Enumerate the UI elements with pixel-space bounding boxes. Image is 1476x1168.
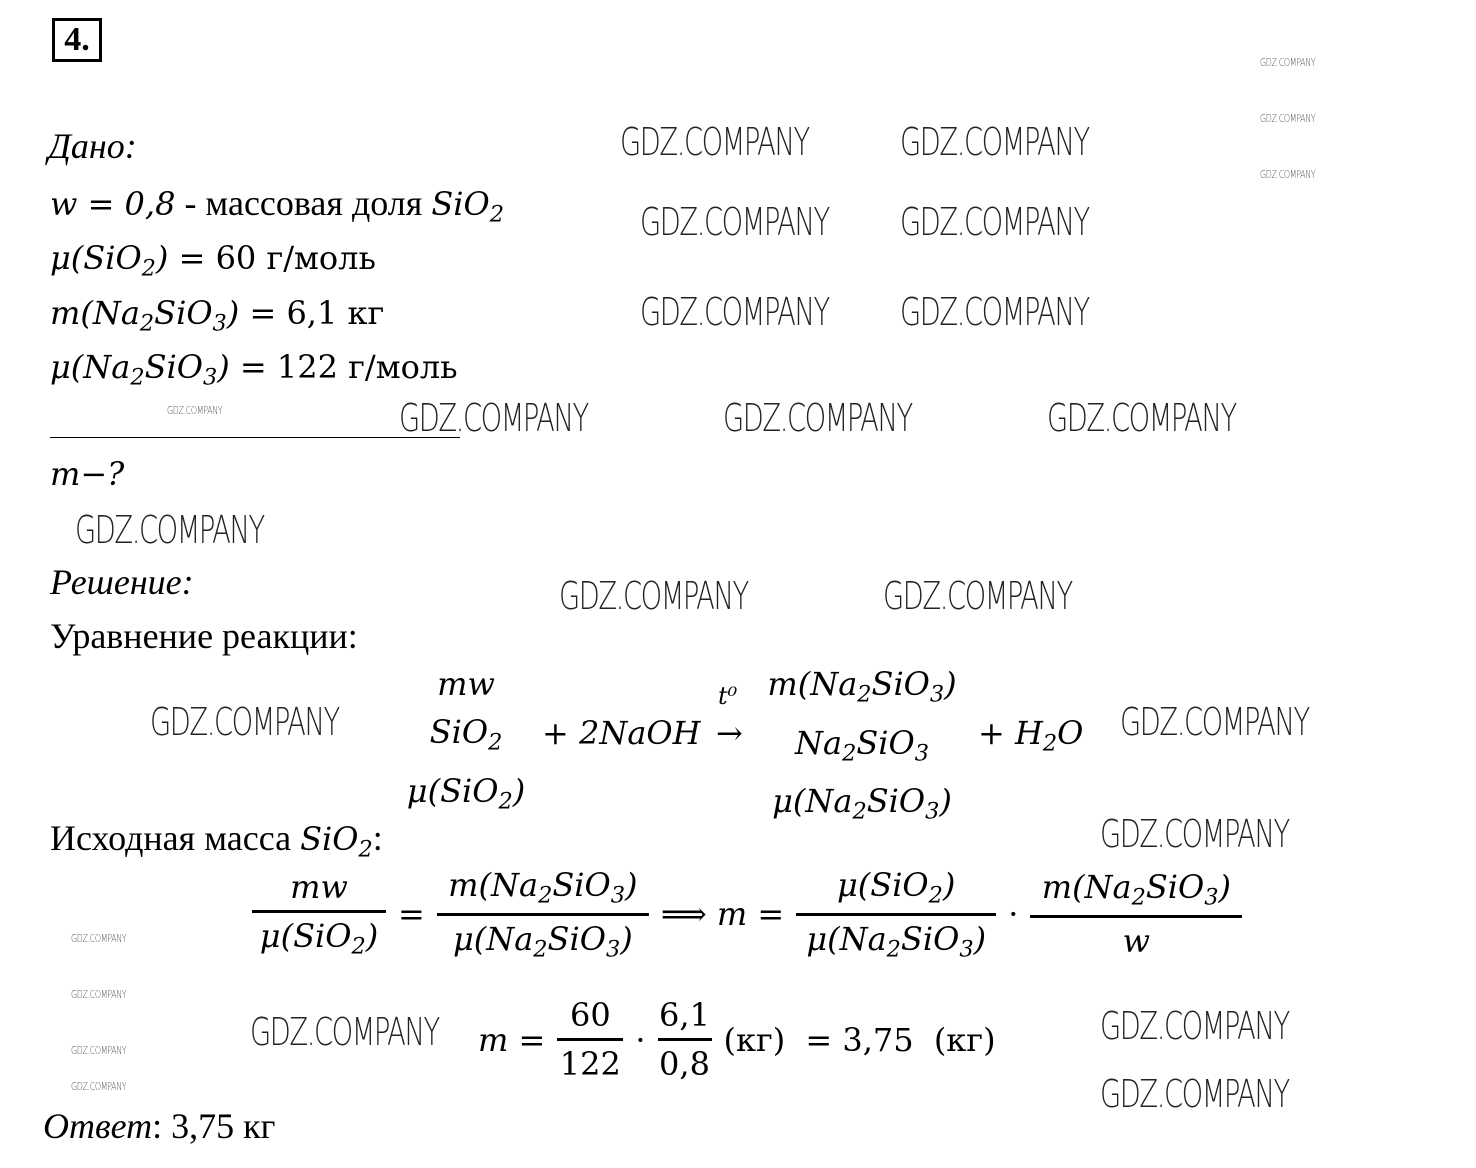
answer-label: Ответ [43,1106,153,1146]
numerator: m(Na2SiO3) [448,866,638,909]
watermark: GDZ.COMPANY [900,200,1090,244]
unit: (кг) [723,1020,786,1059]
watermark: GDZ.COMPANY [150,700,340,744]
watermark: GDZ.COMPANY [75,508,265,552]
text: - массовая доля [175,183,432,223]
fraction: m(Na2SiO3) w [1028,868,1244,960]
formula: w = 0,8 [50,185,176,223]
given-line-4: μ(Na2SiO3) = 122 г/моль [50,346,458,398]
equals: = [398,895,425,934]
denominator: μ(Na2SiO3) [806,919,987,963]
reaction-arrow: → [716,714,743,752]
answer-value: : 3,75 кг [152,1106,276,1146]
product-1-formula: Na2SiO3 [795,723,929,767]
denominator: μ(Na2SiO3) [452,919,633,963]
fraction: μ(SiO2) μ(Na2SiO3) [794,866,998,962]
watermark: GDZ.COMPANY [1260,112,1316,125]
watermark: GDZ.COMPANY [883,574,1073,618]
reactant-1-above: mw [437,665,495,703]
numerator: 60 [569,996,611,1034]
fraction-bar [1030,915,1243,919]
fraction: m(Na2SiO3) μ(Na2SiO3) [435,866,651,962]
product-1-below: μ(Na2SiO3) [772,782,952,826]
value: 122 г/моль [276,348,458,386]
find: m−? [50,455,125,493]
watermark: GDZ.COMPANY [1260,56,1316,69]
numerator: mw [290,868,348,907]
watermark: GDZ.COMPANY [900,290,1090,334]
watermark: GDZ.COMPANY [71,932,127,945]
dot: · [1008,895,1019,934]
fraction: 6,1 0,8 [656,996,714,1083]
fraction: mw μ(SiO2) [250,868,388,960]
watermark: GDZ.COMPANY [71,1044,127,1057]
watermark: GDZ.COMPANY [559,574,749,618]
text: Исходная масса [50,818,301,858]
calculation: m = 60 122 · 6,1 0,8 (кг) = 3,75 (кг) [478,996,996,1083]
watermark: GDZ.COMPANY [1120,700,1310,744]
mass-heading: Исходная масса SiO2: [50,818,383,870]
watermark: GDZ.COMPANY [1100,812,1290,856]
watermark: GDZ.COMPANY [620,120,810,164]
formula: m(Na2SiO3) = [50,294,287,337]
watermark: GDZ.COMPANY [71,1080,127,1093]
reaction-heading: Уравнение реакции: [50,616,358,656]
answer: Ответ: 3,75 кг [43,1106,275,1146]
value: 60 г/моль [215,239,376,277]
reactant-1: mw SiO2 μ(SiO2) [400,660,532,825]
denominator: 122 [559,1045,621,1083]
reactant-1-formula: SiO2 [429,713,503,756]
numerator: μ(SiO2) [836,866,956,909]
watermark: GDZ.COMPANY [250,1010,440,1054]
watermark: GDZ.COMPANY [1260,168,1316,181]
fraction-bar [436,912,649,916]
fraction-bar [557,1038,624,1041]
product-1-above: m(Na2SiO3) [767,665,957,708]
watermark: GDZ.COMPANY [1100,1072,1290,1116]
product-2: + H2O [978,714,1084,757]
formula: μ(Na2SiO3) = [50,348,277,391]
formula: SiO2 [300,820,373,863]
reactant-1-below: μ(SiO2) [406,771,526,815]
watermark: GDZ.COMPANY [1100,1004,1290,1048]
numerator: m(Na2SiO3) [1041,868,1231,912]
given-label: Дано: [48,126,137,166]
watermark: GDZ.COMPANY [640,200,830,244]
given-line-1: w = 0,8 - массовая доля SiO2 [50,183,504,235]
dot: · [635,1020,646,1059]
result: = 3,75 [795,1020,924,1059]
lhs: m = [478,1020,546,1059]
reaction-condition: t⁰ [718,682,738,710]
given-line-3: m(Na2SiO3) = 6,1 кг [50,292,384,344]
divider [50,437,460,438]
value: 6,1 кг [286,294,385,332]
watermark: GDZ.COMPANY [640,290,830,334]
solution-label: Решение: [50,562,194,602]
fraction-bar [796,912,997,916]
colon: : [372,818,383,858]
watermark: GDZ.COMPANY [167,404,223,417]
denominator: w [1122,922,1151,961]
formula: μ(SiO2) = [50,239,216,282]
watermark: GDZ.COMPANY [723,396,913,440]
product-1: m(Na2SiO3) Na2SiO3 μ(Na2SiO3) [756,660,968,836]
watermark: GDZ.COMPANY [1047,396,1237,440]
problem-number: 4. [52,18,102,62]
given-line-2: μ(SiO2) = 60 г/моль [50,237,376,289]
proportion-equation: mw μ(SiO2) = m(Na2SiO3) μ(Na2SiO3) ⟹ m = μ… [250,866,1244,962]
formula: SiO2 [431,185,504,228]
numerator: 6,1 [659,996,710,1034]
fraction-bar [252,910,386,914]
denominator: μ(SiO2) [259,917,379,961]
fraction: 60 122 [555,996,625,1083]
watermark: GDZ.COMPANY [900,120,1090,164]
implies: ⟹ m = [660,895,785,934]
unit: (кг) [933,1020,996,1059]
reactant-2: + 2NaOH [542,714,701,752]
denominator: 0,8 [659,1045,710,1083]
fraction-bar [657,1038,712,1041]
watermark: GDZ.COMPANY [71,988,127,1001]
watermark: GDZ.COMPANY [399,396,589,440]
